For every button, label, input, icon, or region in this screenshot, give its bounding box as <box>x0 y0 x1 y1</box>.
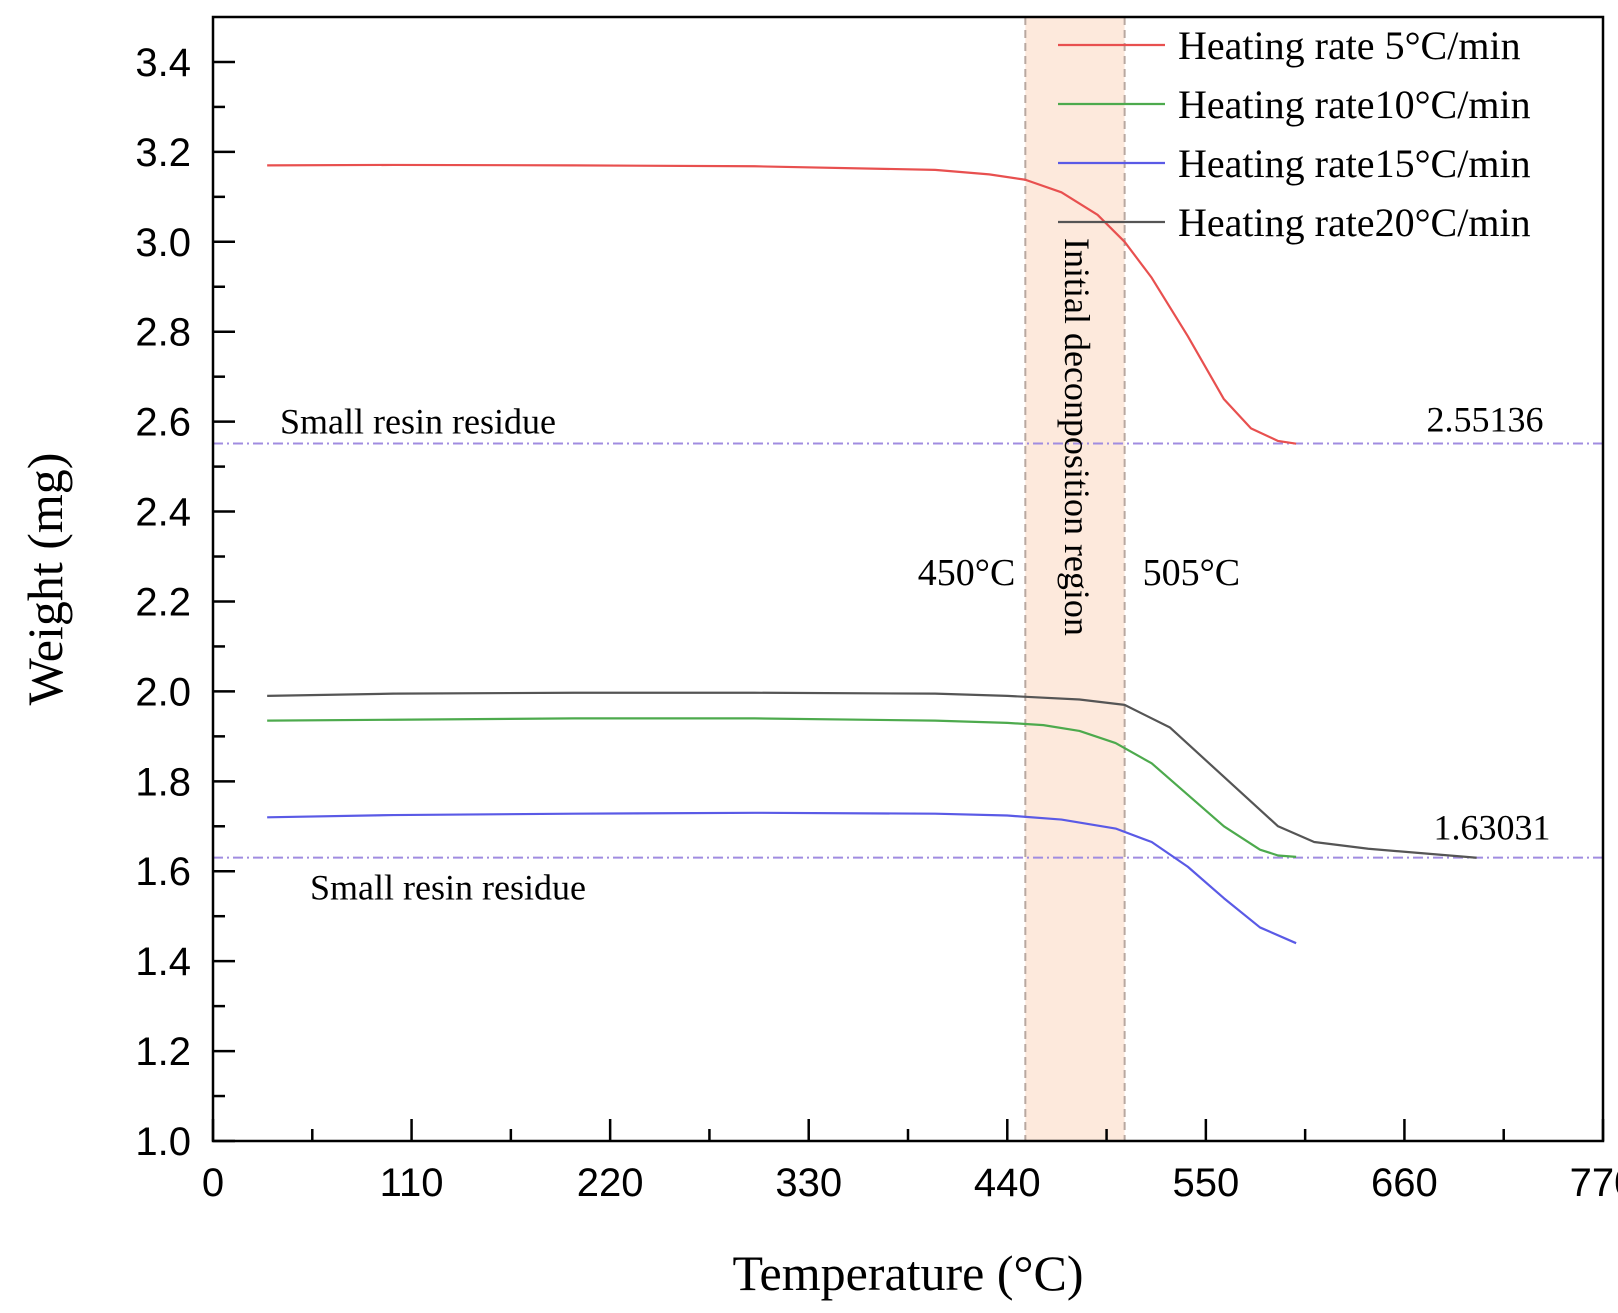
x-tick-label: 550 <box>1172 1161 1239 1205</box>
y-tick-label: 3.2 <box>135 131 191 175</box>
residue-value-upper: 2.55136 <box>1427 400 1544 440</box>
y-tick-label: 1.0 <box>135 1120 191 1164</box>
x-axis-ticks: 0 110 220 330 440 550 660 770 <box>202 1119 1618 1205</box>
x-tick-label: 0 <box>202 1161 224 1205</box>
decomposition-region-band <box>1025 17 1125 1141</box>
y-tick-label: 3.4 <box>135 41 191 85</box>
x-tick-label: 660 <box>1371 1161 1438 1205</box>
y-axis-title: Weight (mg) <box>17 453 73 706</box>
series-line-1 <box>267 717 1297 858</box>
y-tick-label: 2.0 <box>135 670 191 714</box>
series-lines <box>267 163 1477 945</box>
y-tick-label: 1.2 <box>135 1030 191 1074</box>
y-tick-label: 1.4 <box>135 940 191 984</box>
y-tick-label: 1.8 <box>135 760 191 804</box>
series-line-2 <box>267 811 1297 945</box>
legend: Heating rate 5°C/min Heating rate10°C/min… <box>1058 23 1531 245</box>
x-tick-label: 110 <box>380 1161 444 1205</box>
y-tick-label: 2.8 <box>135 311 191 355</box>
x-tick-label: 330 <box>775 1161 842 1205</box>
x-tick-label: 440 <box>974 1161 1041 1205</box>
legend-label-0: Heating rate 5°C/min <box>1178 23 1521 68</box>
y-tick-label: 1.6 <box>135 850 191 894</box>
region-label: Initial deconposition region <box>1057 238 1097 636</box>
series-line-3 <box>267 691 1477 859</box>
legend-label-3: Heating rate20°C/min <box>1178 200 1531 245</box>
x-tick-label: 770 <box>1570 1161 1618 1205</box>
legend-label-2: Heating rate15°C/min <box>1178 141 1531 186</box>
x-tick-label: 220 <box>577 1161 644 1205</box>
x-axis-title: Temperature (°C) <box>732 1245 1083 1301</box>
residue-label-upper: Small resin residue <box>280 402 556 442</box>
y-tick-label: 2.4 <box>135 491 191 535</box>
region-end-temp-label: 505°C <box>1143 552 1241 594</box>
residue-value-lower: 1.63031 <box>1434 808 1551 848</box>
legend-label-1: Heating rate10°C/min <box>1178 82 1531 127</box>
series-line-0 <box>267 163 1297 445</box>
y-tick-label: 2.2 <box>135 580 191 624</box>
y-tick-label: 2.6 <box>135 401 191 445</box>
region-start-temp-label: 450°C <box>918 552 1016 594</box>
residue-label-lower: Small resin residue <box>310 868 586 908</box>
y-axis-ticks: 1.0 1.2 1.4 1.6 1.8 2.0 2.2 2.4 2.6 2.8 3.0 3.2 3.4 <box>135 41 235 1164</box>
y-tick-label: 3.0 <box>135 221 191 265</box>
